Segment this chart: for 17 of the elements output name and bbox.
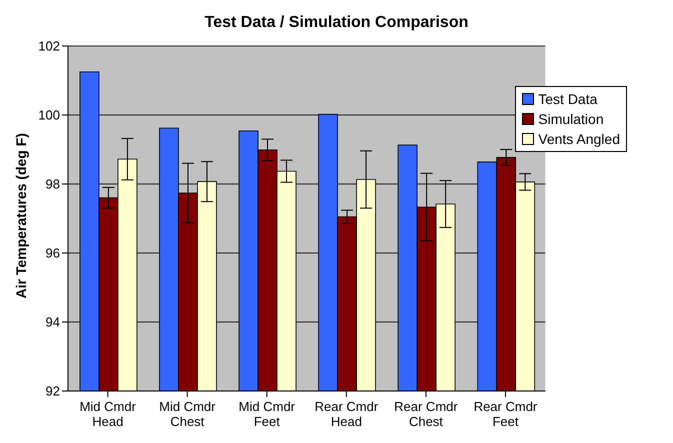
- x-tick-label: Mid Cmdr Chest: [159, 399, 216, 429]
- y-tick-label: 92: [46, 384, 60, 399]
- legend-label: Simulation: [537, 110, 605, 129]
- y-axis-title: Air Temperatures (deg F): [12, 133, 29, 298]
- y-tick-label: 98: [46, 176, 60, 192]
- chart-title: Test Data / Simulation Comparison: [204, 13, 470, 33]
- y-tick-label: 94: [46, 314, 60, 330]
- y-tick-label: 100: [38, 108, 60, 123]
- x-tick-label: Mid Cmdr Head: [80, 399, 137, 429]
- y-tick-label: 96: [46, 246, 60, 261]
- x-tick-label: Rear Cmdr Head: [314, 399, 379, 429]
- legend-label: Vents Angled: [537, 130, 620, 149]
- x-tick-label: Mid Cmdr Feet: [238, 399, 296, 429]
- legend-label: Test Data: [537, 90, 598, 109]
- x-tick-label: Rear Cmdr Chest: [394, 399, 458, 429]
- x-tick-label: Rear Cmdr Feet: [474, 399, 538, 429]
- y-tick-label: 102: [38, 38, 60, 54]
